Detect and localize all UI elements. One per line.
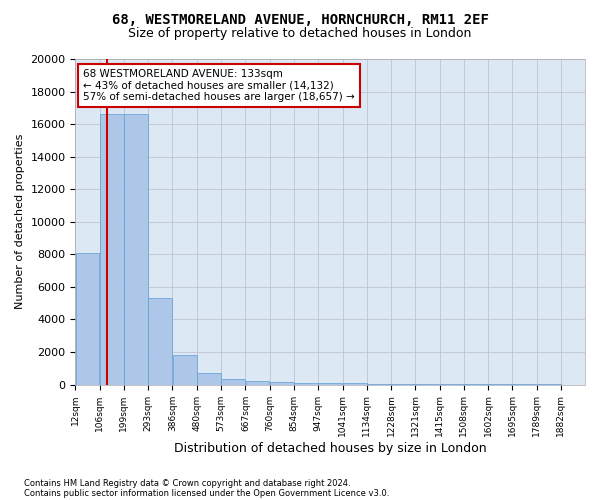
- Bar: [221, 379, 245, 384]
- Text: Size of property relative to detached houses in London: Size of property relative to detached ho…: [128, 28, 472, 40]
- Y-axis label: Number of detached properties: Number of detached properties: [15, 134, 25, 310]
- Text: 68 WESTMORELAND AVENUE: 133sqm
← 43% of detached houses are smaller (14,132)
57%: 68 WESTMORELAND AVENUE: 133sqm ← 43% of …: [83, 69, 355, 102]
- Bar: [294, 383, 318, 384]
- Bar: [197, 373, 221, 384]
- Bar: [245, 382, 269, 384]
- Bar: [148, 298, 172, 384]
- Bar: [100, 114, 124, 384]
- X-axis label: Distribution of detached houses by size in London: Distribution of detached houses by size …: [174, 442, 487, 455]
- Bar: [270, 382, 293, 384]
- Bar: [173, 356, 197, 384]
- Text: Contains HM Land Registry data © Crown copyright and database right 2024.: Contains HM Land Registry data © Crown c…: [24, 478, 350, 488]
- Text: Contains public sector information licensed under the Open Government Licence v3: Contains public sector information licen…: [24, 488, 389, 498]
- Text: 68, WESTMORELAND AVENUE, HORNCHURCH, RM11 2EF: 68, WESTMORELAND AVENUE, HORNCHURCH, RM1…: [112, 12, 488, 26]
- Bar: [76, 252, 100, 384]
- Bar: [124, 114, 148, 384]
